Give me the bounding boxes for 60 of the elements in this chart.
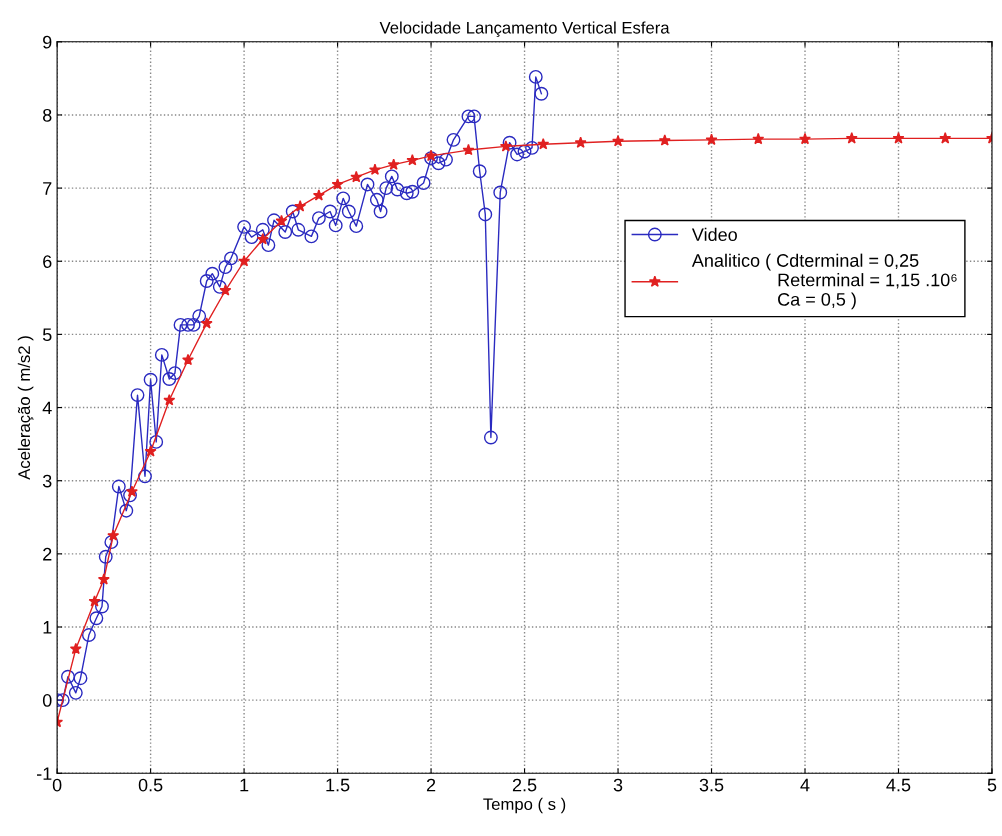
x-tick-label: 2 — [426, 778, 436, 792]
point — [182, 353, 194, 366]
point — [845, 132, 858, 144]
x-tick-label: 1 — [240, 778, 249, 792]
point — [275, 214, 288, 227]
x-tick-label: 0.5 — [138, 778, 163, 792]
x-tick-label: 3 — [613, 778, 623, 792]
legend-label: Video — [691, 227, 737, 242]
y-tick-label: 0 — [42, 694, 52, 707]
x-tick-label: 4.5 — [886, 778, 911, 792]
y-tick-label: 5 — [42, 328, 52, 342]
point — [537, 137, 550, 150]
x-tick-label: 5 — [987, 778, 997, 792]
x-tick-label: 2.5 — [512, 778, 537, 792]
point — [125, 485, 138, 497]
point — [752, 132, 765, 145]
point — [200, 317, 213, 329]
x-tick-label: 3.5 — [699, 778, 724, 792]
point — [219, 284, 232, 296]
y-tick-label: 7 — [43, 182, 52, 195]
point — [97, 573, 110, 585]
point — [144, 445, 157, 457]
point — [892, 132, 905, 144]
point — [658, 134, 671, 146]
point — [69, 642, 82, 655]
y-tick-label: 2 — [43, 547, 52, 561]
x-axis-title: Tempo ( s ) — [483, 797, 566, 814]
x-tick-label: 1.5 — [326, 778, 350, 792]
point — [312, 189, 325, 201]
y-tick-label: 8 — [43, 108, 52, 122]
point — [705, 133, 718, 146]
point — [939, 132, 952, 144]
y-tick-label: -1 — [37, 767, 52, 780]
point — [88, 595, 101, 607]
point — [294, 200, 307, 212]
point — [462, 143, 475, 156]
point — [163, 393, 176, 406]
y-tick-label: 9 — [43, 35, 52, 49]
point — [499, 140, 512, 152]
point — [256, 233, 269, 245]
point — [387, 158, 400, 170]
x-tick-label: 4 — [800, 778, 810, 792]
point — [238, 254, 251, 267]
point — [107, 529, 120, 541]
y-tick-label: 6 — [43, 255, 52, 268]
chart-title: Velocidade Lançamento Vertical Esfera — [379, 21, 670, 37]
point — [368, 163, 381, 176]
point — [574, 136, 587, 148]
point — [425, 149, 438, 162]
y-axis-title: Aceleração ( m/s2 ) — [17, 336, 34, 480]
point — [799, 132, 811, 145]
x-tick-label: 0 — [52, 778, 62, 792]
y-tick-label: 3 — [42, 474, 52, 488]
y-tick-label: 1 — [43, 621, 52, 634]
legend-label: Analitico ( Cdterminal = 0,25 Reterminal = 1,15 .10⁶ Ca = 0,5 ) — [691, 253, 957, 310]
point — [612, 135, 625, 147]
y-tick-label: 4 — [42, 401, 52, 415]
point — [331, 178, 344, 190]
point — [350, 170, 363, 183]
point — [406, 154, 419, 166]
